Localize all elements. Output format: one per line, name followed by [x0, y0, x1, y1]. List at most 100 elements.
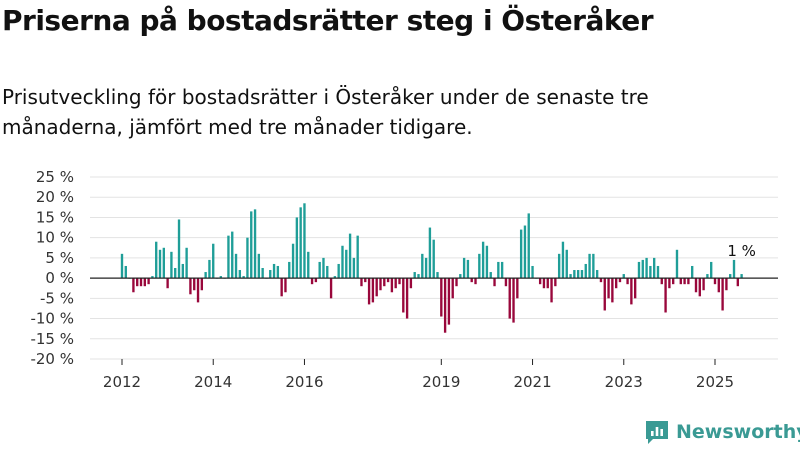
y-tick-label: 10 % [36, 229, 74, 247]
bar [390, 278, 394, 293]
bar [280, 278, 283, 297]
y-tick-label: 15 % [36, 208, 74, 226]
bar [379, 278, 382, 291]
bar [318, 261, 321, 279]
bar [626, 278, 629, 285]
bar [337, 263, 340, 279]
bar [348, 233, 352, 279]
bar [345, 249, 348, 279]
y-tick-label: 20 % [36, 188, 74, 206]
bar [288, 261, 291, 279]
bar [139, 278, 143, 287]
x-tick-label: 2023 [605, 373, 643, 391]
bar [519, 229, 523, 279]
bar [717, 278, 720, 293]
bar [162, 247, 165, 279]
bar [250, 211, 253, 279]
bar [557, 253, 561, 279]
bar [443, 278, 447, 333]
bar [417, 274, 420, 279]
bar [481, 241, 485, 279]
bar [683, 278, 686, 285]
bar [508, 278, 511, 319]
bar [694, 278, 698, 293]
bar [132, 278, 135, 293]
bar [497, 261, 500, 279]
bar [174, 268, 177, 279]
bar [440, 278, 443, 317]
y-tick-label: -15 % [30, 330, 74, 348]
bar [238, 270, 242, 279]
x-tick-label: 2012 [103, 373, 141, 391]
bar [569, 274, 572, 279]
x-tick-label: 2014 [194, 373, 232, 391]
bar [269, 270, 272, 279]
bar [614, 278, 618, 289]
bar [189, 278, 192, 295]
newsworthy-logo-icon [646, 421, 668, 444]
y-tick-label: 5 % [45, 249, 74, 267]
bar [204, 272, 207, 279]
bar [702, 278, 705, 291]
bar [147, 278, 150, 285]
y-tick-label: -5 % [40, 289, 74, 307]
bar [158, 249, 162, 279]
bar [212, 243, 215, 279]
bar [424, 257, 428, 279]
bar [588, 253, 591, 279]
bar [550, 278, 553, 303]
bar [451, 278, 454, 299]
x-tick-label: 2021 [513, 373, 551, 391]
bar [447, 278, 451, 325]
bar [181, 263, 184, 279]
bar [576, 270, 580, 279]
bar [136, 278, 139, 287]
bar [322, 257, 325, 279]
bar [314, 278, 318, 283]
bar [436, 272, 439, 279]
bar [208, 259, 211, 279]
bar [185, 247, 188, 279]
bar [341, 245, 344, 279]
bar [592, 253, 595, 279]
bar [124, 265, 127, 279]
chart-subtitle: Prisutveckling för bostadsrätter i Öster… [2, 85, 649, 139]
bar [257, 253, 261, 279]
bar [729, 274, 732, 279]
bar [500, 261, 504, 279]
bar [151, 276, 154, 279]
bar [394, 278, 397, 289]
bar [691, 265, 694, 279]
bar [432, 239, 435, 279]
bar [493, 278, 496, 287]
bar [329, 278, 333, 299]
bar [386, 278, 390, 283]
bar [333, 276, 337, 279]
bar [523, 225, 527, 279]
bar [421, 253, 424, 279]
bar [542, 278, 546, 289]
bar-chart: 25 % 20 % 15 % 10 % 5 % 0 % -5 % -10 % -15 % -20 … [30, 168, 778, 391]
y-tick-label: -20 % [30, 350, 74, 368]
x-tick-label: 2025 [696, 373, 734, 391]
bar [637, 261, 641, 279]
bar [367, 278, 371, 305]
bar [531, 265, 534, 279]
bar [371, 278, 375, 303]
bar [656, 265, 660, 279]
brand-name: Newsworthy [676, 421, 800, 443]
bar [607, 278, 610, 299]
bar [177, 219, 181, 279]
bar [512, 278, 515, 323]
last-value-label: 1 % [727, 242, 756, 260]
bar [409, 278, 413, 289]
bar [565, 249, 568, 279]
bar [253, 209, 257, 279]
bar [470, 278, 473, 283]
bar [721, 278, 724, 311]
bar [641, 259, 644, 279]
bar [166, 278, 169, 289]
bar [561, 241, 565, 279]
bar [622, 274, 625, 279]
bar [291, 243, 295, 279]
